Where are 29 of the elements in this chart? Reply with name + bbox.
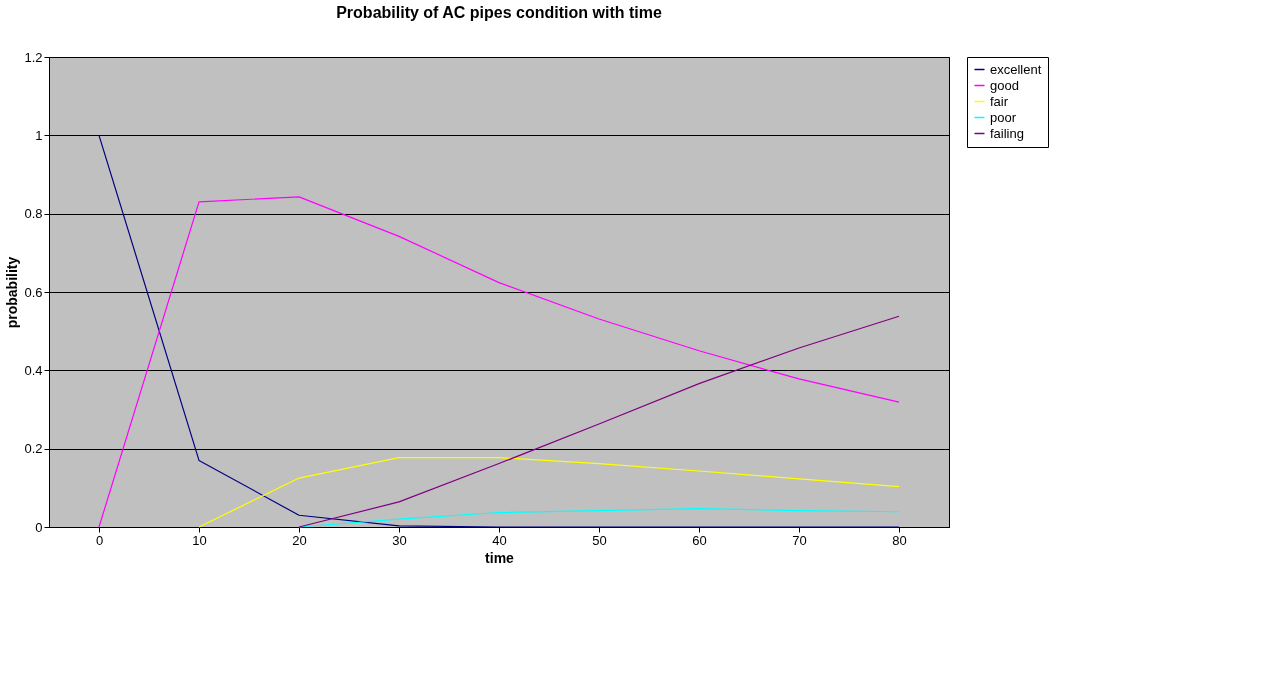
legend-label: good	[990, 77, 1019, 93]
y-tick-label: 0	[35, 519, 43, 535]
y-tick-label: 0.4	[24, 362, 43, 378]
chart-title: Probability of AC pipes condition with time	[336, 4, 662, 21]
y-tick-label: 1	[35, 127, 43, 143]
y-tick-label: 1.2	[24, 49, 43, 65]
x-tick-label: 0	[95, 532, 104, 548]
x-tick-label: 60	[692, 532, 707, 548]
line-series	[298, 315, 900, 528]
line-series	[198, 457, 900, 528]
line-series	[298, 507, 900, 528]
x-tick-label: 30	[392, 532, 407, 548]
x-tick-label: 20	[292, 532, 307, 548]
legend-label: excellent	[990, 61, 1042, 77]
line-series	[98, 196, 900, 528]
x-tick-label: 40	[492, 532, 507, 548]
x-axis-title: time	[485, 549, 515, 566]
legend-label: failing	[990, 125, 1024, 141]
y-tick-label: 0.2	[24, 441, 43, 457]
y-tick-label: 0.6	[24, 284, 43, 300]
x-tick-label: 70	[792, 532, 807, 548]
legend-label: poor	[990, 109, 1017, 125]
y-axis-title: probability	[4, 256, 21, 329]
line-series	[98, 134, 900, 528]
x-tick-label: 50	[592, 532, 607, 548]
y-tick-label: 0.8	[24, 206, 43, 222]
legend-label: fair	[990, 93, 1009, 109]
x-tick-label: 10	[192, 532, 207, 548]
x-tick-label: 80	[892, 532, 907, 548]
